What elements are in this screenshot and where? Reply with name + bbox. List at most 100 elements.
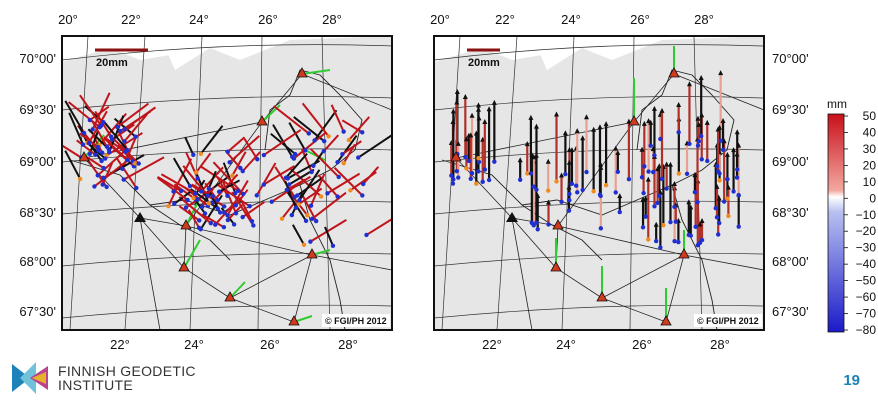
station-dot (717, 178, 722, 183)
station-dot (659, 176, 665, 182)
arrow-head (653, 221, 659, 227)
colorbar-tick-label: −80 (856, 323, 877, 337)
lon-label: 22° (121, 12, 141, 27)
station-dot (283, 175, 289, 180)
station-dot (705, 158, 710, 164)
station-dot (134, 185, 139, 191)
velocity-vector (201, 213, 225, 229)
station-dot (474, 181, 479, 186)
station-dot (77, 176, 83, 182)
arrow-head (648, 119, 654, 125)
station-dot (101, 120, 106, 125)
velocity-vector (270, 132, 296, 155)
station-dot (687, 141, 692, 147)
station-dot (233, 211, 239, 216)
station-dot (215, 198, 220, 203)
station-dot (279, 216, 285, 221)
station-dot (306, 131, 311, 136)
arrow-head (553, 111, 559, 117)
velocity-vector (76, 139, 97, 156)
velocity-vector (263, 165, 296, 186)
velocity-vector (187, 209, 200, 229)
velocity-vector (103, 137, 129, 161)
station-dot (721, 199, 727, 204)
station-dot (321, 148, 327, 154)
velocity-vector (311, 191, 347, 220)
station-dot (340, 151, 345, 157)
station-dot (449, 173, 454, 178)
velocity-vector (284, 180, 297, 209)
station-dot (450, 181, 456, 186)
station-dot (492, 159, 497, 164)
station-dot (676, 239, 681, 245)
station-dot (102, 156, 108, 161)
arrow-head (462, 94, 468, 100)
station-dot (580, 187, 585, 193)
velocity-vector (309, 218, 347, 243)
velocity-vector (62, 144, 82, 159)
velocity-vector (178, 196, 212, 224)
station-dot (198, 151, 204, 157)
station-dot (563, 171, 568, 177)
station-dot (194, 170, 199, 175)
station-dot (125, 157, 130, 163)
station-dot (178, 188, 184, 194)
arrow-head (716, 195, 722, 201)
station-dot (293, 205, 299, 210)
station-dot (716, 220, 722, 226)
station-dot (221, 210, 227, 215)
station-dot (646, 169, 651, 174)
station-dot (322, 138, 327, 144)
network-lines (83, 73, 392, 330)
reference-stations (450, 67, 690, 326)
station-dot (96, 148, 101, 153)
graticule (62, 36, 392, 330)
station-dot (291, 156, 297, 161)
station-dot (255, 157, 260, 162)
arrow-head (643, 195, 649, 201)
arrow-head (566, 159, 572, 165)
station-dot (643, 214, 648, 219)
station-dot (200, 204, 205, 210)
page-number: 19 (843, 372, 860, 389)
arrow-head (734, 129, 740, 135)
colorbar-tick-label: −20 (856, 224, 877, 238)
arrow-head (692, 172, 698, 178)
station-dot (121, 177, 126, 182)
velocity-vector (238, 196, 253, 222)
arrow-head (566, 184, 572, 190)
station-dot (697, 240, 703, 246)
station-dot (476, 169, 481, 174)
arrow-head (686, 81, 692, 87)
velocity-vector (341, 119, 363, 134)
station-dot (335, 159, 340, 165)
arrow-head (725, 184, 731, 190)
colorbar-tick-label: 30 (863, 142, 877, 156)
station-dot (86, 140, 92, 146)
station-dot (652, 153, 657, 158)
station-dot (613, 190, 618, 195)
station-dot (313, 218, 319, 224)
station-dot (567, 191, 572, 197)
arrow-head (562, 130, 568, 136)
station-dot (534, 187, 539, 192)
lon-label: 24° (561, 12, 581, 27)
colorbar-ticks: 50 40 30 20 10 0 −10 −20 −30 −40 −50 −60 −70 −80 (844, 109, 876, 337)
station-dot (567, 198, 572, 203)
station-dot (336, 174, 341, 180)
station-dot (312, 138, 317, 143)
velocity-vector (326, 172, 361, 195)
station-dot (254, 193, 259, 198)
station-dot (341, 129, 346, 134)
velocity-vector (79, 132, 99, 148)
logo-line-1: FINNISH GEODETIC (58, 363, 196, 379)
velocity-vector (123, 113, 148, 143)
station-dot (668, 219, 673, 225)
station-dot (238, 165, 243, 171)
station-dot (517, 177, 523, 182)
velocity-vector (157, 177, 189, 201)
station-dot (725, 196, 730, 201)
velocity-vector (173, 190, 192, 205)
arrow-head (583, 114, 589, 120)
lon-label: 26° (632, 337, 652, 352)
